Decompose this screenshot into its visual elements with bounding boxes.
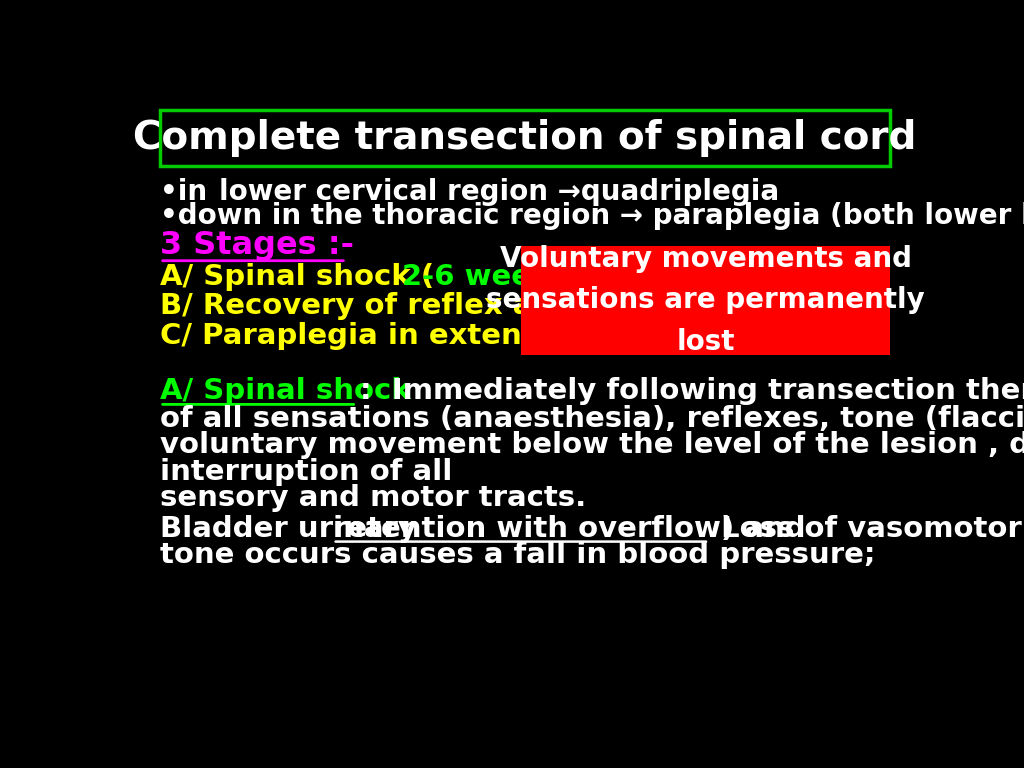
- Text: •down in the thoracic region → paraplegia (both lower limbs): •down in the thoracic region → paraplegi…: [160, 202, 1024, 230]
- Text: :  Immediately following transection there is loss: : Immediately following transection ther…: [359, 377, 1024, 405]
- Text: 2-6 weeks: 2-6 weeks: [401, 263, 567, 290]
- Text: of all sensations (anaesthesia), reflexes, tone (flacciduty) and: of all sensations (anaesthesia), reflexe…: [160, 405, 1024, 432]
- Text: retention with overflow) and: retention with overflow) and: [333, 515, 815, 542]
- Text: lower cervical region →quadriplegia: lower cervical region →quadriplegia: [219, 177, 779, 206]
- Text: Complete transection of spinal cord: Complete transection of spinal cord: [133, 119, 916, 157]
- Text: 3 Stages :-: 3 Stages :-: [160, 230, 353, 261]
- Text: ): ): [543, 263, 565, 290]
- Text: Loss of vasomotor: Loss of vasomotor: [712, 515, 1022, 542]
- Text: Bladder urinary: Bladder urinary: [160, 515, 427, 542]
- Text: tone occurs causes a fall in blood pressure;: tone occurs causes a fall in blood press…: [160, 541, 876, 569]
- Text: sensory and motor tracts.: sensory and motor tracts.: [160, 485, 586, 512]
- Text: voluntary movement below the level of the lesion , due to: voluntary movement below the level of th…: [160, 431, 1024, 459]
- Text: C/ Paraplegia in extension: C/ Paraplegia in extension: [160, 322, 590, 349]
- Text: A/ Spinal shock: A/ Spinal shock: [160, 377, 411, 405]
- Text: Voluntary movements and
sensations are permanently
lost: Voluntary movements and sensations are p…: [486, 245, 925, 356]
- Text: B/ Recovery of reflex activity: B/ Recovery of reflex activity: [160, 293, 635, 320]
- FancyBboxPatch shape: [160, 110, 890, 166]
- Text: interruption of all: interruption of all: [160, 458, 453, 486]
- Text: •in: •in: [160, 177, 216, 206]
- FancyBboxPatch shape: [521, 246, 890, 356]
- Text: A/ Spinal shock (: A/ Spinal shock (: [160, 263, 444, 290]
